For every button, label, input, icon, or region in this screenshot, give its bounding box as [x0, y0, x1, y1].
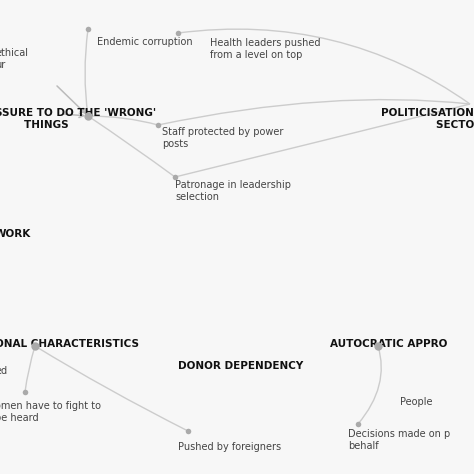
Text: ONAL CHARACTERISTICS: ONAL CHARACTERISTICS [0, 339, 139, 349]
Text: AUTOCRATIC APPRO: AUTOCRATIC APPRO [330, 339, 447, 349]
Text: omen have to fight to
be heard: omen have to fight to be heard [0, 401, 101, 423]
Text: SSURE TO DO THE 'WRONG'
        THINGS: SSURE TO DO THE 'WRONG' THINGS [0, 108, 156, 130]
Text: Health leaders pushed
from a level on top: Health leaders pushed from a level on to… [210, 38, 320, 60]
Text: Pushed by foreigners: Pushed by foreigners [178, 442, 281, 452]
Text: DONOR DEPENDENCY: DONOR DEPENDENCY [178, 361, 303, 371]
Text: POLITICISATION
        SECTO: POLITICISATION SECTO [381, 108, 474, 130]
Text: ethical
ur: ethical ur [0, 48, 28, 70]
Text: Decisions made on p
behalf: Decisions made on p behalf [348, 429, 450, 451]
Text: Patronage in leadership
selection: Patronage in leadership selection [175, 180, 291, 202]
Text: People: People [400, 397, 432, 407]
Text: Staff protected by power
posts: Staff protected by power posts [162, 127, 283, 149]
Text: Endemic corruption: Endemic corruption [97, 37, 192, 47]
Text: WORK: WORK [0, 229, 31, 239]
Text: ed: ed [0, 366, 7, 376]
